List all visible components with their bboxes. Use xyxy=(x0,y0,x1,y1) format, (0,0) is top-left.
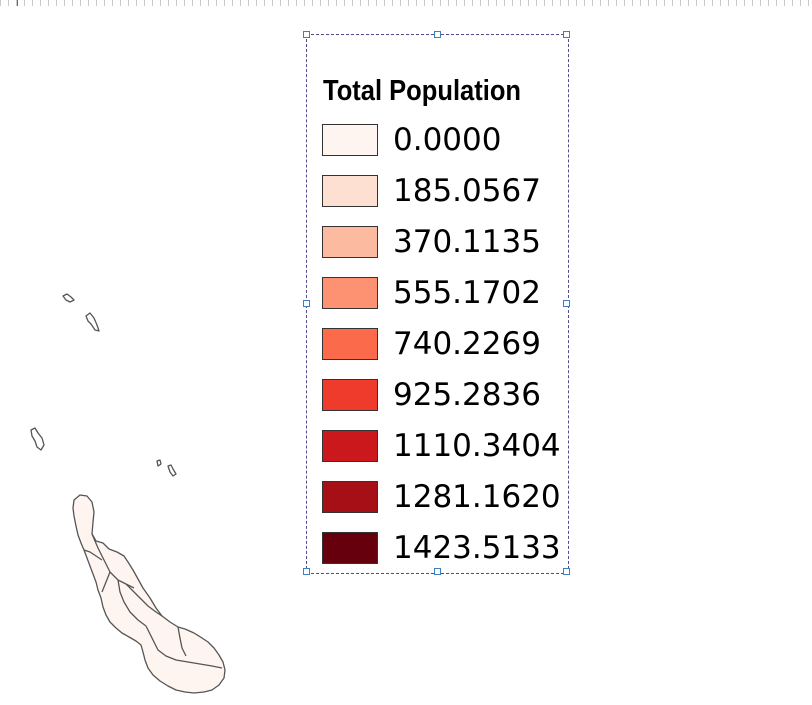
legend-swatch xyxy=(322,175,378,207)
legend-item: 0.0000 xyxy=(322,122,562,158)
legend-label: 925.2836 xyxy=(393,377,541,413)
selection-handle-middle-right[interactable] xyxy=(563,300,570,307)
island-outlines xyxy=(30,293,226,694)
islet-mid-1 xyxy=(156,459,162,467)
islet-north-1 xyxy=(62,293,75,303)
legend-label: 1281.1620 xyxy=(393,479,561,515)
legend-item: 370.1135 xyxy=(322,224,562,260)
legend-item: 925.2836 xyxy=(322,377,562,413)
legend-item: 185.0567 xyxy=(322,173,562,209)
selection-handle-top-right[interactable] xyxy=(563,31,570,38)
legend-label: 0.0000 xyxy=(393,122,502,158)
legend-label: 555.1702 xyxy=(393,275,541,311)
legend-swatch xyxy=(322,124,378,156)
selection-handle-middle-left[interactable] xyxy=(303,300,310,307)
legend-swatch xyxy=(322,226,378,258)
islet-west xyxy=(30,427,45,451)
legend-label: 370.1135 xyxy=(393,224,541,260)
legend-item: 1423.5133 xyxy=(322,530,562,566)
selection-handle-bottom-center[interactable] xyxy=(434,568,441,575)
legend-swatch xyxy=(322,379,378,411)
boundary-5 xyxy=(101,571,111,593)
selection-handle-top-left[interactable] xyxy=(303,31,310,38)
legend-swatch xyxy=(322,430,378,462)
legend-item: 555.1702 xyxy=(322,275,562,311)
boundary-3 xyxy=(125,583,163,617)
selection-handle-top-center[interactable] xyxy=(434,31,441,38)
legend-swatch xyxy=(322,328,378,360)
legend-item: 1281.1620 xyxy=(322,479,562,515)
ruler-position-marker xyxy=(17,0,18,6)
legend-title: Total Population xyxy=(323,75,521,107)
boundary-2 xyxy=(117,579,147,627)
boundary-6 xyxy=(177,626,187,657)
legend-swatch xyxy=(322,277,378,309)
legend-label: 740.2269 xyxy=(393,326,541,362)
legend-label: 185.0567 xyxy=(393,173,541,209)
islet-north-2 xyxy=(85,312,100,332)
boundary-4 xyxy=(145,625,223,669)
legend-item: 740.2269 xyxy=(322,326,562,362)
main-island xyxy=(72,494,226,694)
legend-swatch xyxy=(322,481,378,513)
islet-mid-2 xyxy=(167,464,177,477)
boundary-7 xyxy=(83,549,103,561)
legend[interactable]: Total Population 0.0000 185.0567 370.113… xyxy=(303,31,570,575)
selection-handle-bottom-right[interactable] xyxy=(563,568,570,575)
legend-label: 1423.5133 xyxy=(393,530,561,566)
selection-handle-bottom-left[interactable] xyxy=(303,568,310,575)
top-ruler[interactable] xyxy=(0,0,812,6)
legend-item: 1110.3404 xyxy=(322,428,562,464)
legend-label: 1110.3404 xyxy=(393,428,561,464)
legend-swatch xyxy=(322,532,378,564)
